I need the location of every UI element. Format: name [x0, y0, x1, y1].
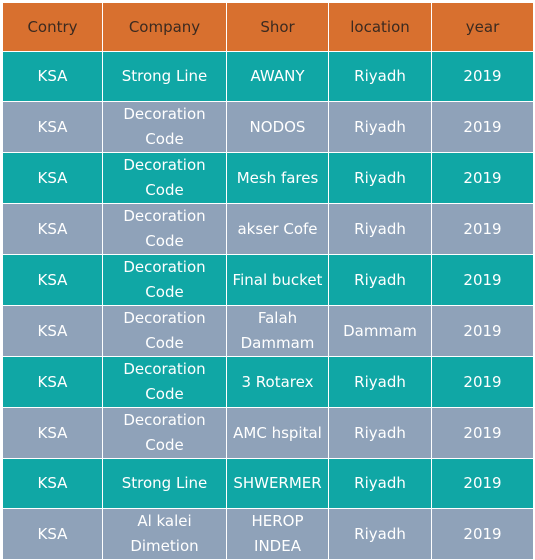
cell-year: 2019 [431, 101, 534, 153]
cell-year: 2019 [431, 203, 534, 255]
cell-year: 2019 [431, 508, 534, 560]
header-shop: Shor [226, 2, 329, 52]
cell-location: Dammam [328, 305, 432, 357]
cell-year: 2019 [431, 152, 534, 204]
cell-country: KSA [2, 305, 103, 357]
cell-location: Riyadh [328, 407, 432, 459]
cell-location: Riyadh [328, 203, 432, 255]
cell-country: KSA [2, 508, 103, 560]
cell-country: KSA [2, 254, 103, 306]
cell-location: Riyadh [328, 152, 432, 204]
cell-shop: AWANY [226, 51, 329, 102]
cell-location: Riyadh [328, 254, 432, 306]
cell-year: 2019 [431, 254, 534, 306]
table-row: KSA Decoration Code 3 Rotarex Riyadh 201… [2, 356, 534, 408]
cell-company: Decoration Code [102, 407, 227, 459]
cell-company: Decoration Code [102, 254, 227, 306]
table-row: KSA Al kalei Dimetion HEROP INDEA Riyadh… [2, 508, 534, 560]
table-row: KSA Decoration Code akser Cofe Riyadh 20… [2, 203, 534, 255]
cell-country: KSA [2, 101, 103, 153]
cell-country: KSA [2, 203, 103, 255]
cell-location: Riyadh [328, 458, 432, 509]
cell-year: 2019 [431, 305, 534, 357]
cell-country: KSA [2, 458, 103, 509]
cell-shop: Final bucket [226, 254, 329, 306]
cell-shop: 3 Rotarex [226, 356, 329, 408]
cell-shop: NODOS [226, 101, 329, 153]
cell-company: Al kalei Dimetion [102, 508, 227, 560]
cell-year: 2019 [431, 407, 534, 459]
cell-location: Riyadh [328, 51, 432, 102]
cell-shop: Falah Dammam [226, 305, 329, 357]
cell-country: KSA [2, 356, 103, 408]
table-row: KSA Strong Line SHWERMER Riyadh 2019 [2, 458, 534, 509]
cell-shop: akser Cofe [226, 203, 329, 255]
header-country: Contry [2, 2, 103, 52]
cell-country: KSA [2, 407, 103, 459]
header-year: year [431, 2, 534, 52]
cell-year: 2019 [431, 458, 534, 509]
cell-shop: Mesh fares [226, 152, 329, 204]
table-row: KSA Decoration Code NODOS Riyadh 2019 [2, 101, 534, 153]
cell-shop: SHWERMER [226, 458, 329, 509]
cell-company: Strong Line [102, 51, 227, 102]
cell-location: Riyadh [328, 508, 432, 560]
table-row: KSA Strong Line AWANY Riyadh 2019 [2, 51, 534, 102]
cell-company: Decoration Code [102, 101, 227, 153]
cell-company: Strong Line [102, 458, 227, 509]
cell-year: 2019 [431, 356, 534, 408]
header-row: Contry Company Shor location year [2, 2, 534, 52]
cell-country: KSA [2, 51, 103, 102]
table-row: KSA Decoration Code AMC hspital Riyadh 2… [2, 407, 534, 459]
cell-company: Decoration Code [102, 203, 227, 255]
cell-shop: HEROP INDEA [226, 508, 329, 560]
cell-company: Decoration Code [102, 356, 227, 408]
cell-shop: AMC hspital [226, 407, 329, 459]
cell-year: 2019 [431, 51, 534, 102]
cell-company: Decoration Code [102, 305, 227, 357]
cell-location: Riyadh [328, 356, 432, 408]
cell-location: Riyadh [328, 101, 432, 153]
table-row: KSA Decoration Code Final bucket Riyadh … [2, 254, 534, 306]
table-row: KSA Decoration Code Mesh fares Riyadh 20… [2, 152, 534, 204]
cell-country: KSA [2, 152, 103, 204]
cell-company: Decoration Code [102, 152, 227, 204]
table-row: KSA Decoration Code Falah Dammam Dammam … [2, 305, 534, 357]
header-company: Company [102, 2, 227, 52]
header-location: location [328, 2, 432, 52]
